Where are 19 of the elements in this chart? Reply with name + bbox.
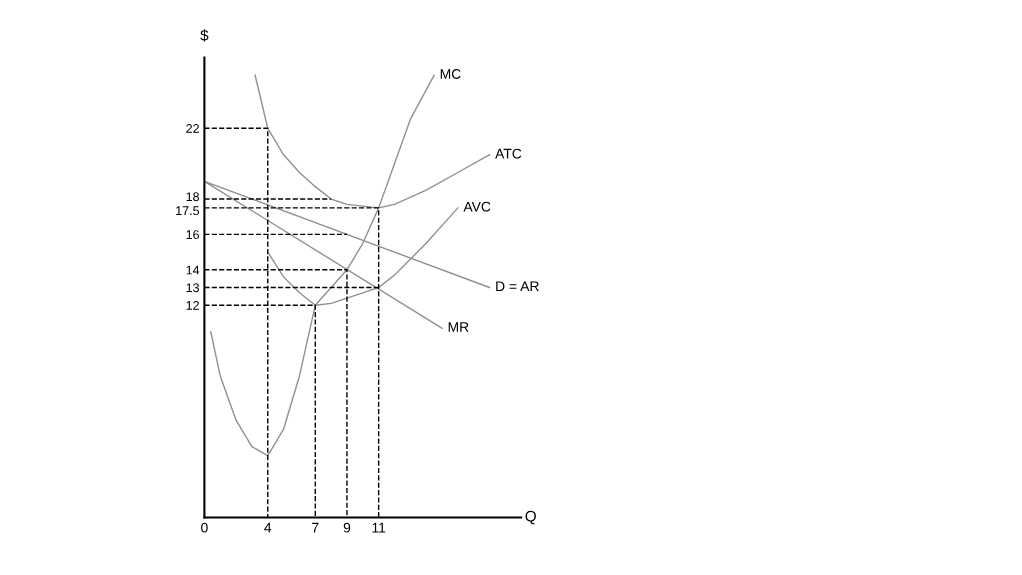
series-label: D = AR [496,281,539,292]
x-tick-label: 11 [372,522,386,533]
x-tick-label: 9 [343,522,351,533]
y-tick-label: 18 [186,192,199,202]
x-tick-label: 4 [264,522,272,533]
x-tick-label: 0 [201,522,208,533]
x-axis-title: Q [525,510,536,525]
y-tick-label: 17.5 [176,206,200,216]
y-tick-label: 13 [186,283,199,293]
series-label: MC [440,69,461,79]
series-label: ATC [495,148,522,159]
y-tick-label: 22 [186,124,199,133]
y-tick-label: 14 [186,265,200,275]
x-tick-label: 7 [312,522,319,533]
series-label: MR [448,322,469,332]
y-axis-title: $ [200,29,209,42]
y-tick-label: 12 [186,300,199,310]
y-tick-label: 16 [186,230,199,240]
series-label: AVC [463,201,491,212]
